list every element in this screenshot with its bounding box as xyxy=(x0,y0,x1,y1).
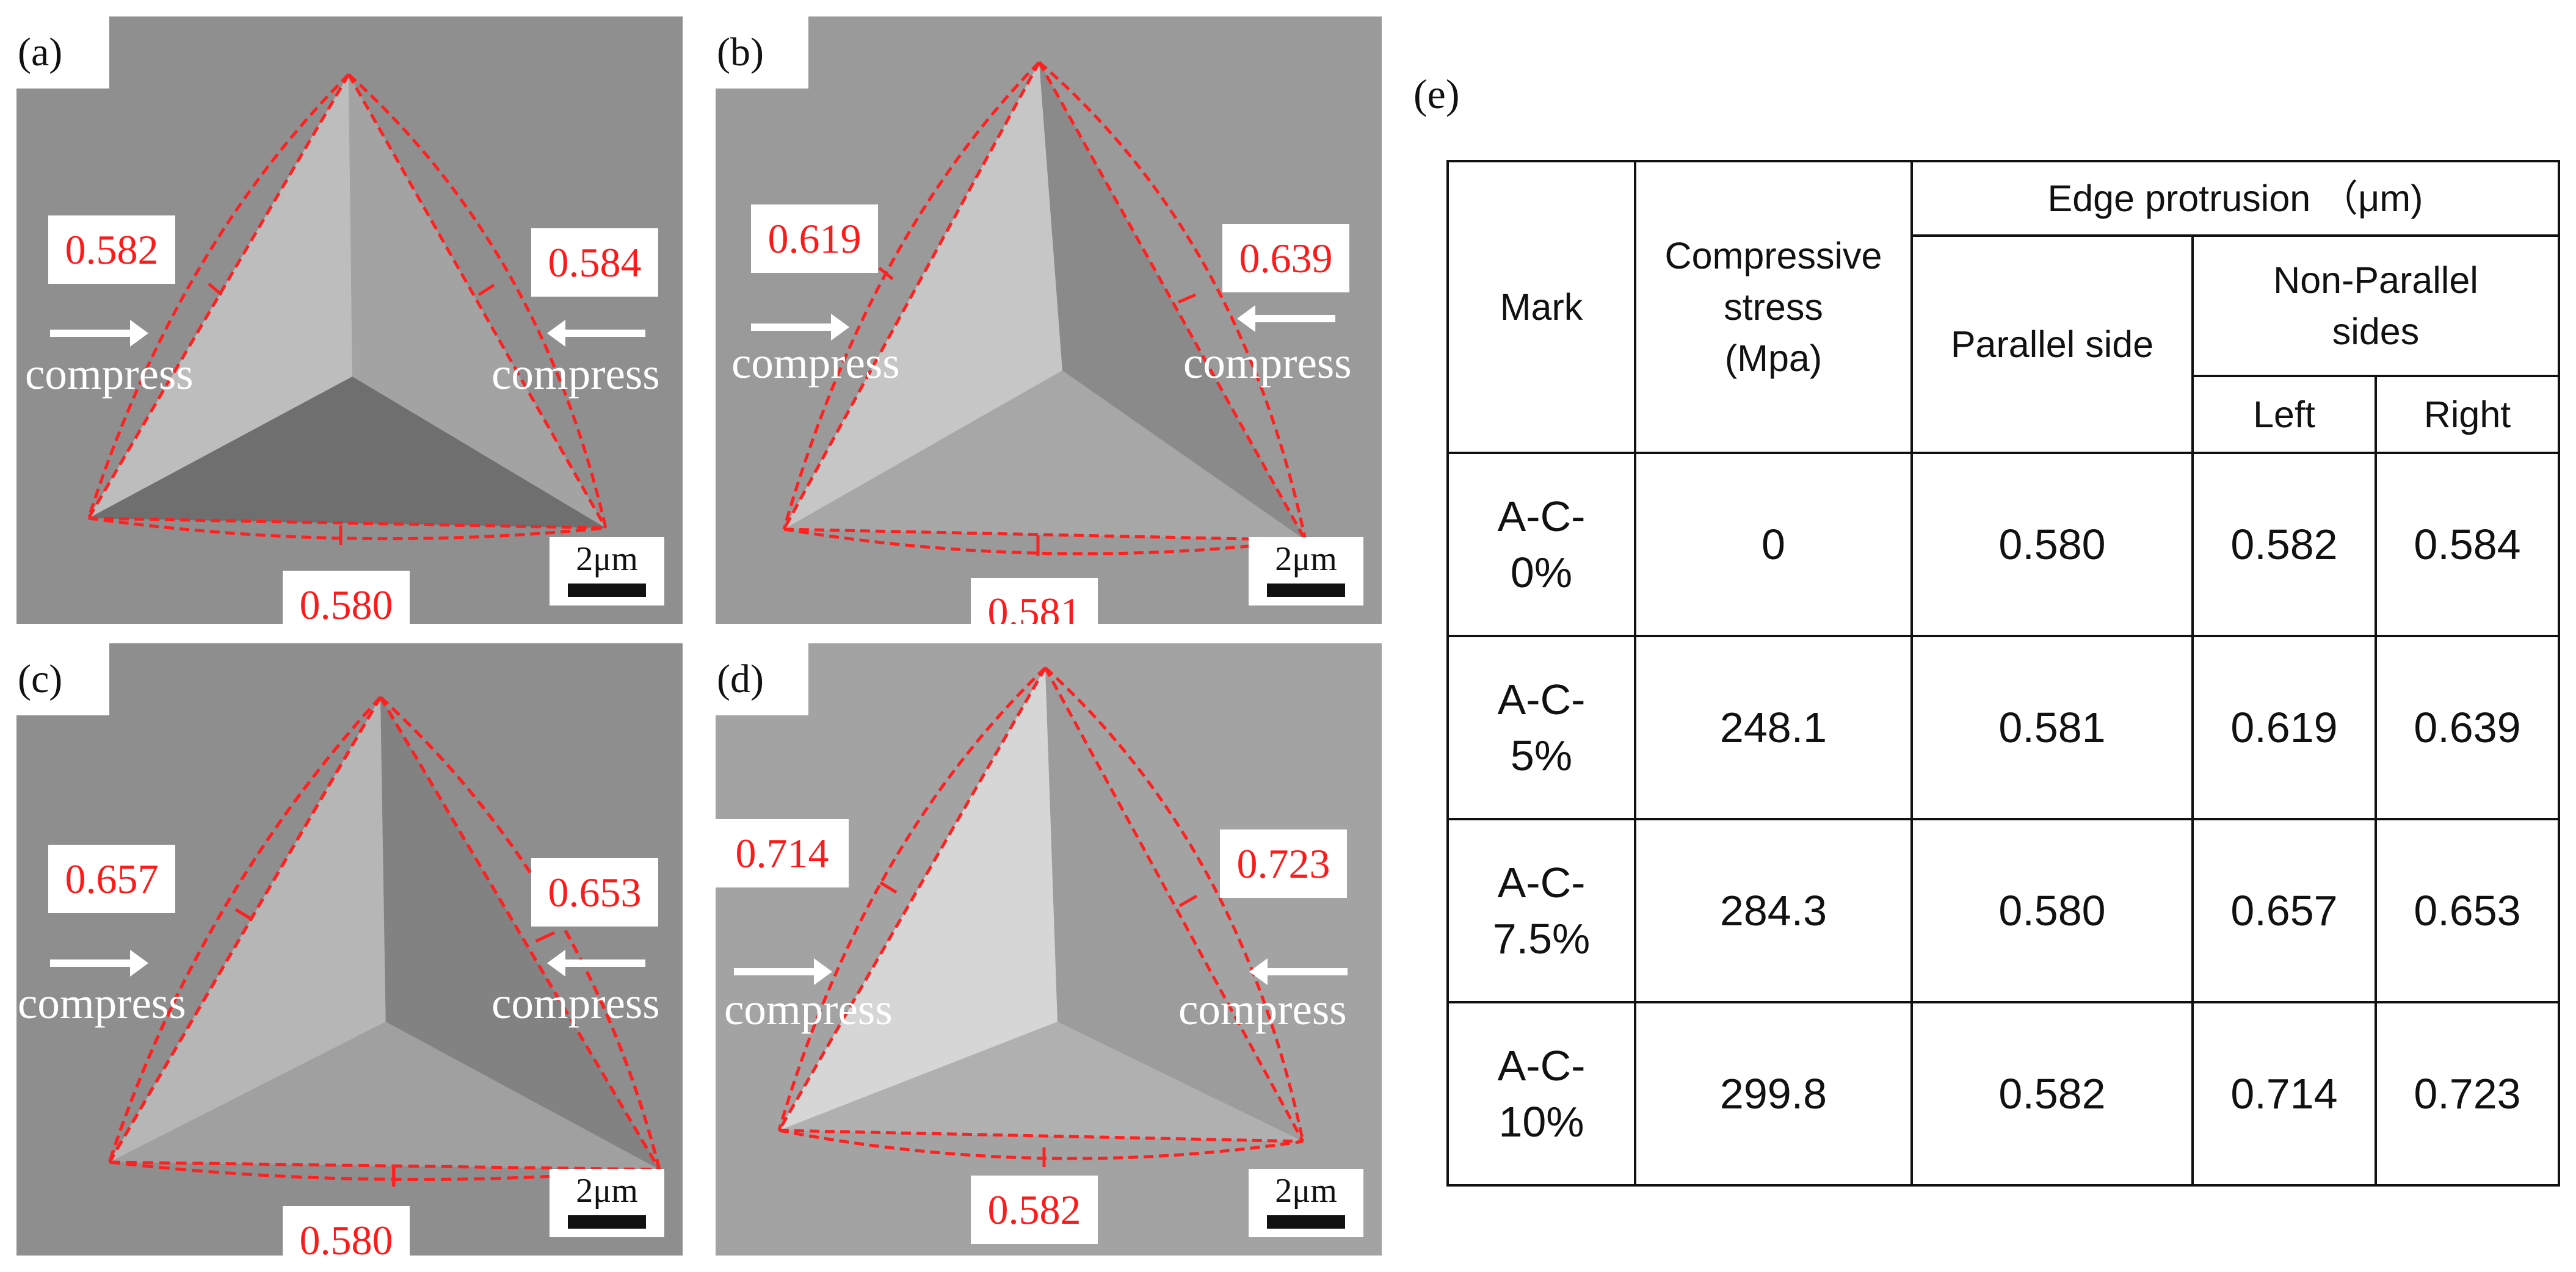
cell-parallel: 0.582 xyxy=(1910,1001,2194,1187)
compress-label-left: compress xyxy=(18,978,186,1028)
cell-mark: A-C- 0% xyxy=(1446,452,1636,637)
table-header-row: Mark Compressive stress (Mpa) Edge protr… xyxy=(1446,160,2560,454)
scale-bar: 2μm xyxy=(550,537,664,605)
right-edge-value: 0.584 xyxy=(531,228,658,297)
compress-label-right: compress xyxy=(1183,338,1352,388)
compress-arrow-left-icon xyxy=(547,950,645,977)
cell-parallel: 0.580 xyxy=(1910,452,2194,637)
sem-panel-b: (b) 0.619 0.639 0.581 compress compress … xyxy=(716,16,1382,624)
compress-arrow-right-icon xyxy=(751,314,849,341)
compress-arrow-left-icon xyxy=(547,320,645,347)
indentation-image-c xyxy=(16,643,683,1256)
right-edge-value: 0.653 xyxy=(531,858,658,927)
panel-label-b: (b) xyxy=(716,16,808,89)
bottom-edge-value: 0.582 xyxy=(971,1176,1098,1244)
table-row: A-C- 5% 248.1 0.581 0.619 0.639 xyxy=(1446,635,2560,820)
compress-arrow-left-icon xyxy=(1237,305,1335,332)
indentation-image-d xyxy=(716,643,1382,1256)
cell-parallel: 0.580 xyxy=(1910,818,2194,1003)
cell-right: 0.653 xyxy=(2375,818,2560,1003)
compress-label-left: compress xyxy=(724,985,893,1034)
compress-label-right: compress xyxy=(1178,985,1347,1034)
panel-label-c: (c) xyxy=(16,643,109,715)
header-mark: Mark xyxy=(1446,160,1636,454)
scale-bar-label: 2μm xyxy=(1275,1172,1337,1210)
cell-mark: A-C- 10% xyxy=(1446,1001,1636,1187)
scale-bar: 2μm xyxy=(1249,537,1363,605)
cell-right: 0.584 xyxy=(2375,452,2560,637)
compress-label-left: compress xyxy=(731,338,900,388)
cell-stress: 248.1 xyxy=(1634,635,1913,820)
edge-protrusion-table: Mark Compressive stress (Mpa) Edge protr… xyxy=(1446,160,2560,1187)
compress-arrow-right-icon xyxy=(734,958,832,985)
header-right: Right xyxy=(2375,375,2560,454)
left-edge-value: 0.582 xyxy=(48,215,175,284)
left-edge-value: 0.657 xyxy=(48,845,175,913)
table-row: A-C- 0% 0 0.580 0.582 0.584 xyxy=(1446,452,2560,637)
bottom-edge-value: 0.580 xyxy=(283,571,410,624)
left-edge-value: 0.714 xyxy=(716,819,849,887)
cell-stress: 0 xyxy=(1634,452,1913,637)
left-edge-value: 0.619 xyxy=(751,204,878,273)
table-header-row: Left Right xyxy=(1448,375,2560,454)
header-edge-protrusion: Edge protrusion （μm) xyxy=(1910,160,2560,237)
cell-stress: 284.3 xyxy=(1634,818,1913,1003)
bottom-edge-value: 0.580 xyxy=(283,1206,410,1256)
scale-bar-label: 2μm xyxy=(1275,540,1337,578)
table-header-row: Parallel side Non-Parallel sides xyxy=(1448,234,2560,454)
cell-mark: A-C- 5% xyxy=(1446,635,1636,820)
sem-panel-d: (d) 0.714 0.723 0.582 compress compress … xyxy=(716,643,1382,1256)
table-row: A-C- 10% 299.8 0.582 0.714 0.723 xyxy=(1446,1001,2560,1187)
cell-mark: A-C- 7.5% xyxy=(1446,818,1636,1003)
scale-bar-label: 2μm xyxy=(576,540,638,578)
header-parallel-side: Parallel side xyxy=(1910,234,2194,454)
panel-label-e: (e) xyxy=(1413,71,1460,117)
cell-stress: 299.8 xyxy=(1634,1001,1913,1187)
compress-arrow-right-icon xyxy=(50,950,148,977)
indentation-image-a xyxy=(16,16,683,624)
right-edge-value: 0.639 xyxy=(1222,224,1349,292)
cell-right: 0.723 xyxy=(2375,1001,2560,1187)
cell-left: 0.657 xyxy=(2191,818,2377,1003)
header-stress: Compressive stress (Mpa) xyxy=(1634,160,1913,454)
right-edge-value: 0.723 xyxy=(1220,829,1347,898)
cell-left: 0.714 xyxy=(2191,1001,2377,1187)
scale-bar-label: 2μm xyxy=(576,1172,638,1210)
scale-bar: 2μm xyxy=(550,1169,664,1237)
scale-bar: 2μm xyxy=(1249,1169,1363,1237)
panel-label-a: (a) xyxy=(16,16,109,89)
bottom-edge-value: 0.581 xyxy=(971,578,1098,624)
cell-left: 0.619 xyxy=(2191,635,2377,820)
compress-arrow-right-icon xyxy=(50,320,148,347)
sem-panel-a: (a) 0.582 0.584 0.580 compress compress … xyxy=(16,16,683,624)
compress-label-right: compress xyxy=(492,349,660,399)
header-non-parallel-sides: Non-Parallel sides xyxy=(2191,234,2560,377)
header-left: Left xyxy=(2191,375,2377,454)
sem-panel-c: (c) 0.657 0.653 0.580 compress compress … xyxy=(16,643,683,1256)
cell-right: 0.639 xyxy=(2375,635,2560,820)
table-row: A-C- 7.5% 284.3 0.580 0.657 0.653 xyxy=(1446,818,2560,1003)
cell-parallel: 0.581 xyxy=(1910,635,2194,820)
compress-label-right: compress xyxy=(492,978,660,1028)
compress-label-left: compress xyxy=(25,349,194,399)
compress-arrow-left-icon xyxy=(1249,958,1348,985)
cell-left: 0.582 xyxy=(2191,452,2377,637)
panel-label-d: (d) xyxy=(716,643,808,715)
